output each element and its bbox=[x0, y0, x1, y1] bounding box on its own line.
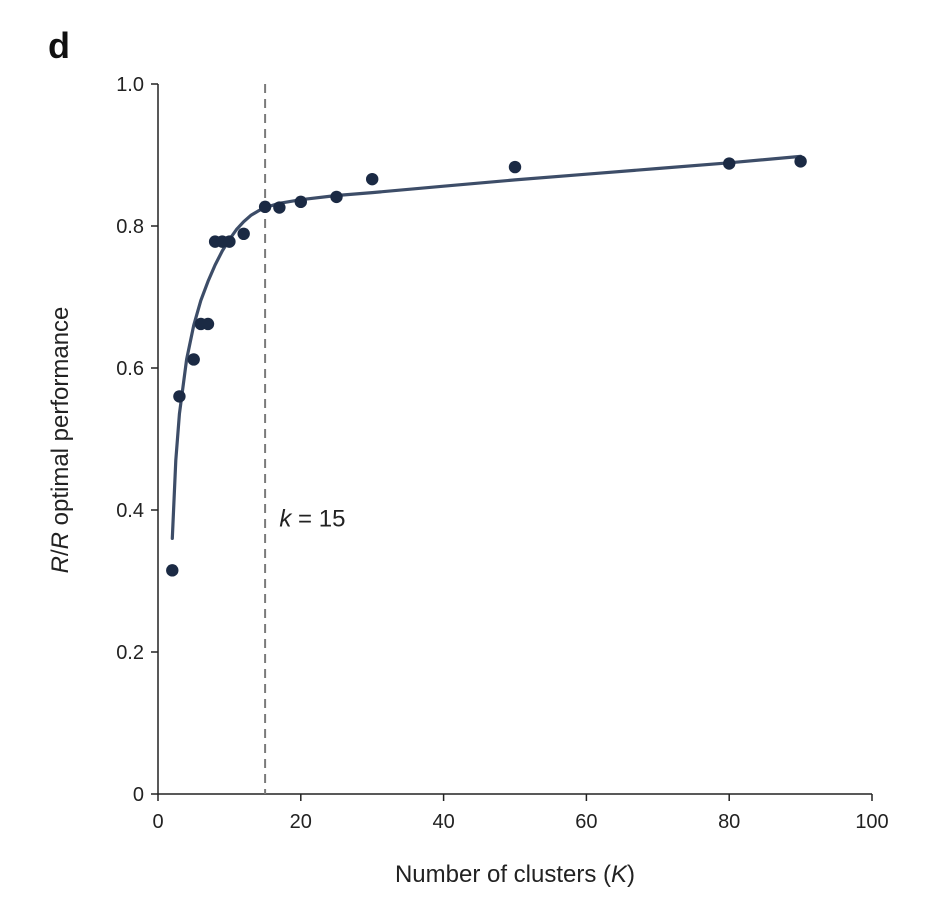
data-point bbox=[273, 201, 286, 214]
x-tick-label: 100 bbox=[855, 811, 888, 833]
data-point bbox=[294, 195, 307, 209]
data-point bbox=[237, 227, 250, 241]
data-point bbox=[508, 160, 522, 174]
data-point bbox=[794, 155, 807, 168]
data-point bbox=[366, 172, 379, 186]
x-tick-label: 40 bbox=[432, 811, 454, 833]
panel-label: d bbox=[48, 25, 70, 66]
y-tick-label: 0.2 bbox=[116, 642, 144, 664]
data-point bbox=[330, 190, 343, 204]
plot-area: 0 0.2 0.4 0.6 0.8 1.0 0 20 40 60 80 100 bbox=[116, 74, 889, 833]
data-point bbox=[201, 317, 215, 331]
data-point bbox=[173, 390, 186, 403]
y-tick-label: 0.6 bbox=[116, 358, 144, 380]
data-point bbox=[187, 353, 200, 366]
y-tick-label: 0 bbox=[133, 784, 144, 806]
fit-curve bbox=[170, 154, 803, 540]
y-tick-label: 0.8 bbox=[116, 216, 144, 238]
y-tick-label: 0.4 bbox=[116, 500, 144, 522]
data-point bbox=[258, 200, 272, 214]
k-annotation: k = 15 bbox=[279, 505, 345, 532]
y-tick-label: 1.0 bbox=[116, 74, 144, 96]
x-tick-label: 60 bbox=[575, 811, 597, 833]
x-tick-label: 20 bbox=[290, 811, 312, 833]
x-tick-label: 80 bbox=[718, 811, 740, 833]
y-axis-label: R/R optimal performance bbox=[47, 307, 74, 574]
x-axis-label: Number of clusters (K) bbox=[395, 861, 635, 888]
x-tick-label: 0 bbox=[152, 811, 163, 833]
data-point bbox=[166, 564, 179, 577]
data-point bbox=[223, 235, 236, 248]
data-point bbox=[723, 157, 736, 170]
